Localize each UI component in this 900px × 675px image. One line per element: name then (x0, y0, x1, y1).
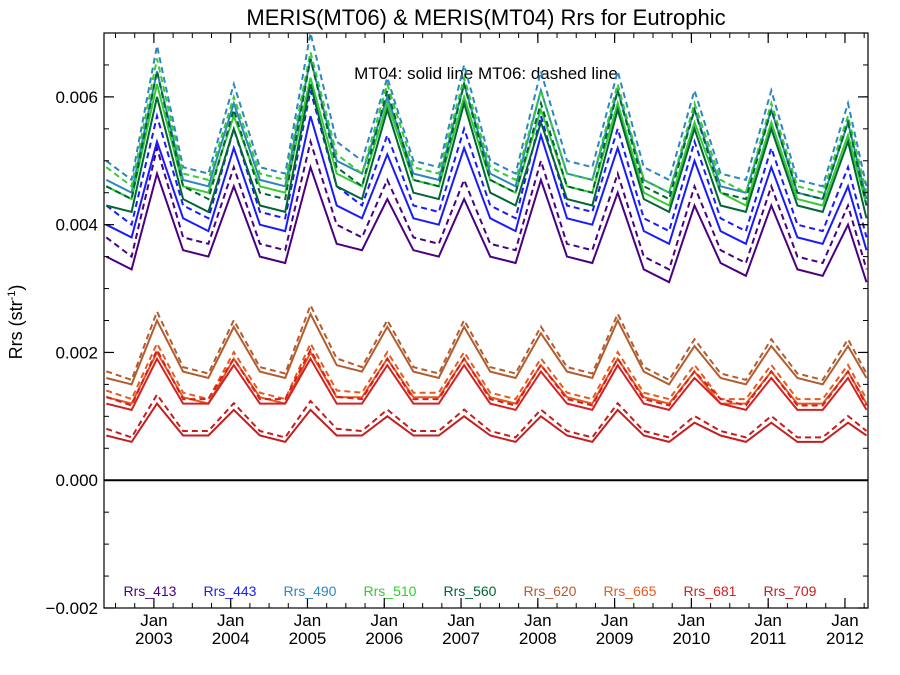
series-Rrs_560-mt04 (106, 83, 868, 219)
y-tick-label: −0.002 (46, 599, 98, 618)
legend-item-Rrs_709: Rrs_709 (764, 583, 817, 599)
x-tick-label-month: Jan (447, 611, 474, 630)
x-tick-label-month: Jan (524, 611, 551, 630)
x-tick-label-month: Jan (601, 611, 628, 630)
series-Rrs_620-mt04 (106, 311, 868, 386)
y-tick-label: 0.000 (55, 471, 98, 490)
chart-title: MERIS(MT06) & MERIS(MT04) Rrs for Eutrop… (246, 5, 725, 30)
axis-layer: 0.0060.0040.0020.000−0.002Jan2003Jan2004… (46, 32, 869, 648)
legend-item-Rrs_681: Rrs_681 (684, 583, 737, 599)
series-Rrs_510-mt06 (105, 51, 868, 195)
x-tick-label-year: 2010 (672, 629, 710, 648)
legend: Rrs_413 Rrs_443 Rrs_490 Rrs_510 Rrs_560 Rrs_6… (124, 583, 817, 599)
legend-item-Rrs_620: Rrs_620 (524, 583, 577, 599)
series-Rrs_665-mt04 (106, 350, 868, 405)
x-tick-label-month: Jan (754, 611, 781, 630)
legend-item-Rrs_413: Rrs_413 (124, 583, 177, 599)
legend-item-Rrs_490: Rrs_490 (284, 583, 337, 599)
y-tick-label: 0.004 (55, 216, 98, 235)
x-tick-label-month: Jan (140, 611, 167, 630)
series-Rrs_413-mt06 (105, 137, 868, 271)
x-tick-label-year: 2011 (750, 629, 787, 648)
x-tick-label-month: Jan (831, 611, 858, 630)
series-Rrs_709-mt04 (106, 401, 868, 444)
series-Rrs_665-mt06 (105, 341, 868, 401)
series-Rrs_490-mt04 (105, 58, 868, 201)
line-style-annotation: MT04: solid line MT06: dashed line (354, 64, 618, 83)
x-tick-label-year: 2007 (442, 629, 480, 648)
legend-item-Rrs_443: Rrs_443 (204, 583, 257, 599)
series-layer (105, 32, 868, 444)
x-tick-label-year: 2009 (596, 629, 634, 648)
x-tick-label-month: Jan (217, 611, 244, 630)
y-tick-label: 0.002 (55, 343, 98, 362)
series-Rrs_709-mt06 (105, 392, 868, 439)
series-Rrs_681-mt04 (106, 356, 868, 412)
x-tick-label-year: 2012 (826, 629, 864, 648)
series-Rrs_490-mt06 (105, 32, 868, 188)
x-tick-label-year: 2006 (365, 629, 403, 648)
plot-frame (103, 32, 869, 609)
legend-item-Rrs_665: Rrs_665 (604, 583, 657, 599)
series-Rrs_560-mt06 (105, 58, 868, 206)
y-tick-label: 0.006 (55, 88, 98, 107)
y-axis-label: Rrs (str-1) (6, 285, 26, 360)
series-Rrs_681-mt06 (105, 347, 868, 407)
series-Rrs_413-mt04 (105, 163, 868, 284)
x-tick-label-year: 2005 (289, 629, 327, 648)
x-tick-label-year: 2008 (519, 629, 557, 648)
legend-item-Rrs_560: Rrs_560 (444, 583, 497, 599)
series-Rrs_510-mt04 (105, 77, 868, 207)
x-tick-label-month: Jan (294, 611, 321, 630)
x-tick-label-month: Jan (678, 611, 705, 630)
x-tick-label-month: Jan (371, 611, 398, 630)
x-tick-label-year: 2003 (135, 629, 173, 648)
legend-item-Rrs_510: Rrs_510 (364, 583, 417, 599)
x-tick-label-year: 2004 (212, 629, 250, 648)
series-Rrs_443-mt04 (105, 115, 868, 251)
series-Rrs_620-mt06 (105, 302, 868, 382)
